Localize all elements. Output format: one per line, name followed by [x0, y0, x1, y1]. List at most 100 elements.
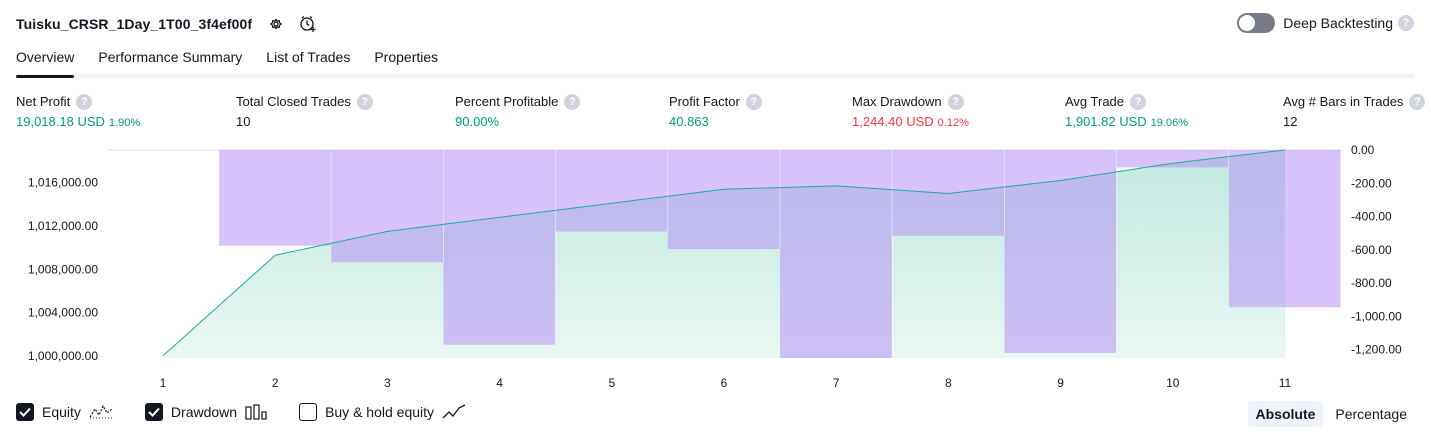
stat-value: 19,018.18 USD	[16, 114, 105, 129]
stat-total-closed-trades: Total Closed Trades? 10	[236, 93, 373, 129]
y-left-tick-label: 1,012,000.00	[28, 219, 98, 233]
drawdown-axis: 0.00 -200.00 -400.00 -600.00 -800.00 -1,000.0…	[1351, 143, 1402, 357]
equity-axis: 1,000,000.00 1,004,000.00 1,008,000.00 1,01…	[28, 176, 98, 363]
drawdown-bar	[331, 150, 444, 263]
help-icon[interactable]: ?	[356, 93, 373, 110]
equity-checkbox[interactable]	[16, 403, 34, 421]
drawdown-bars	[219, 150, 1342, 358]
tab-bar: Overview Performance Summary List of Tra…	[16, 44, 1415, 78]
percentage-button[interactable]: Percentage	[1335, 406, 1407, 422]
x-tick-label: 4	[496, 376, 503, 390]
stat-max-drawdown: Max Drawdown? 1,244.40 USD 0.12%	[852, 93, 969, 129]
y-right-tick-label: -1,200.00	[1351, 343, 1402, 357]
legend-label: Drawdown	[170, 404, 238, 420]
y-left-tick-label: 1,004,000.00	[28, 306, 98, 320]
title-row: Tuisku_CRSR_1Day_1T00_3f4ef00f	[16, 12, 318, 36]
stat-percent: 19.06%	[1150, 117, 1188, 129]
stat-value: 12	[1283, 114, 1298, 129]
strategy-title: Tuisku_CRSR_1Day_1T00_3f4ef00f	[16, 16, 253, 32]
help-icon[interactable]: ?	[745, 93, 762, 110]
trade-axis: 1 2 3 4 5 6 7 8 9 10 11	[160, 376, 1292, 390]
stat-percent-profitable: Percent Profitable? 90.00%	[455, 93, 581, 129]
y-right-tick-label: -800.00	[1351, 276, 1392, 290]
deep-backtesting-label: Deep Backtesting	[1283, 15, 1393, 31]
drawdown-bar	[443, 150, 556, 345]
stat-label: Profit Factor	[669, 94, 740, 109]
x-tick-label: 1	[160, 376, 167, 390]
stat-label: Total Closed Trades	[236, 94, 351, 109]
stat-value: 10	[236, 114, 251, 129]
drawdown-bar	[667, 150, 781, 250]
drawdown-bar	[780, 150, 893, 358]
stat-label: Avg Trade	[1065, 94, 1125, 109]
buy-hold-line-icon	[442, 404, 466, 420]
drawdown-bar	[1228, 150, 1341, 308]
help-icon[interactable]: ?	[1409, 93, 1426, 110]
deep-backtesting: Deep Backtesting ?	[1237, 13, 1414, 33]
settings-icon[interactable]	[266, 14, 286, 34]
help-icon[interactable]: ?	[564, 93, 581, 110]
drawdown-bar	[1004, 150, 1117, 354]
y-left-tick-label: 1,000,000.00	[28, 349, 98, 363]
y-right-tick-label: -1,000.00	[1351, 309, 1402, 323]
deep-backtesting-toggle[interactable]	[1237, 13, 1276, 33]
tab-performance-summary[interactable]: Performance Summary	[98, 49, 243, 65]
stat-value: 1,901.82 USD	[1065, 114, 1147, 129]
chart-legend: Equity Drawdown Buy & hold equity	[16, 403, 498, 421]
buy-hold-checkbox[interactable]	[299, 403, 318, 421]
x-tick-label: 10	[1166, 376, 1180, 390]
y-right-tick-label: 0.00	[1351, 143, 1375, 157]
stat-avg-trade: Avg Trade? 1,901.82 USD 19.06%	[1065, 93, 1188, 129]
drawdown-bar	[892, 150, 1005, 236]
stat-label: Net Profit	[16, 94, 71, 109]
help-icon[interactable]: ?	[947, 93, 964, 110]
legend-buy-hold[interactable]: Buy & hold equity	[299, 403, 466, 421]
tab-overview[interactable]: Overview	[16, 44, 75, 78]
equity-line-icon	[89, 404, 113, 420]
legend-label: Buy & hold equity	[325, 404, 435, 420]
stat-value: 40.863	[669, 114, 709, 129]
drawdown-bar	[219, 150, 332, 246]
toggle-knob	[1239, 15, 1256, 31]
absolute-button[interactable]: Absolute	[1247, 401, 1324, 427]
tab-properties[interactable]: Properties	[374, 49, 439, 65]
drawdown-bar	[1116, 150, 1229, 168]
x-tick-label: 3	[384, 376, 391, 390]
stat-avg-bars: Avg # Bars in Trades? 12	[1283, 93, 1426, 129]
drawdown-checkbox[interactable]	[144, 403, 163, 421]
y-right-tick-label: -200.00	[1351, 176, 1392, 190]
drawdown-bars-icon	[245, 404, 267, 420]
x-tick-label: 6	[721, 376, 728, 390]
drawdown-bar	[555, 150, 668, 232]
equity-series-line	[162, 149, 1286, 357]
tab-list-of-trades[interactable]: List of Trades	[266, 49, 351, 65]
x-tick-label: 2	[272, 376, 279, 390]
y-left-tick-label: 1,008,000.00	[28, 262, 98, 276]
add-alert-icon[interactable]	[298, 14, 318, 34]
legend-drawdown[interactable]: Drawdown	[144, 403, 267, 421]
y-right-tick-label: -400.00	[1351, 210, 1392, 224]
stat-label: Avg # Bars in Trades	[1283, 94, 1404, 109]
x-tick-label: 8	[945, 376, 952, 390]
x-tick-label: 5	[608, 376, 615, 390]
legend-label: Equity	[42, 404, 81, 420]
scale-mode-toggle: Absolute Percentage	[1244, 401, 1416, 427]
y-right-tick-label: -600.00	[1351, 243, 1392, 257]
help-icon[interactable]: ?	[1398, 15, 1414, 31]
stat-value: 90.00%	[455, 114, 500, 129]
x-tick-label: 11	[1279, 376, 1292, 390]
y-left-tick-label: 1,016,000.00	[28, 176, 98, 190]
legend-equity[interactable]: Equity	[16, 403, 113, 421]
help-icon[interactable]: ?	[76, 93, 93, 110]
stat-label: Max Drawdown	[852, 94, 942, 109]
help-icon[interactable]: ?	[1130, 93, 1147, 110]
equity-chart[interactable]: 1,000,000.00 1,004,000.00 1,008,000.00 1,01…	[0, 140, 1431, 400]
stat-net-profit: Net Profit? 19,018.18 USD 1.90%	[16, 93, 140, 129]
stat-percent: 1.90%	[108, 117, 141, 129]
stat-value: 1,244.40 USD	[852, 114, 934, 129]
stat-percent: 0.12%	[937, 117, 969, 129]
x-tick-label: 9	[1057, 376, 1064, 390]
equity-line	[162, 149, 1286, 357]
x-tick-label: 7	[833, 376, 840, 390]
stat-label: Percent Profitable	[455, 94, 559, 109]
